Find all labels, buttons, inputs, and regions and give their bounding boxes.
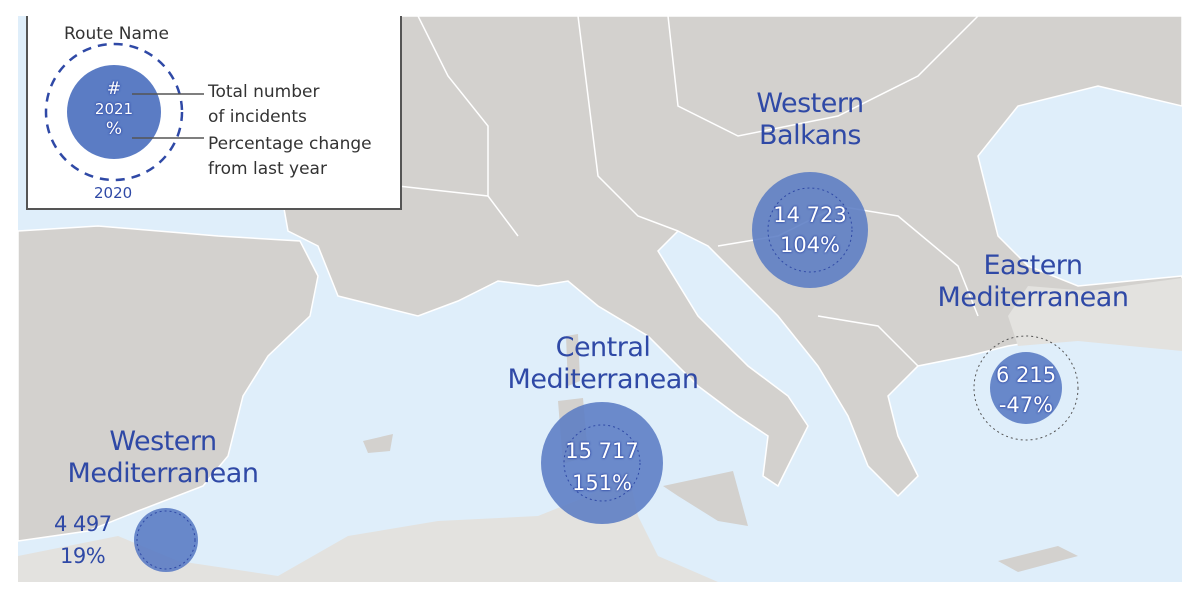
route-change-eastern-mediterranean: -47%	[998, 393, 1054, 417]
map-base	[18, 16, 1182, 582]
land-corsica	[566, 334, 580, 386]
route-count-western-mediterranean: 4 497	[54, 512, 112, 536]
bubble-eastern-mediterranean[interactable]	[973, 335, 1079, 441]
route-name-eastern-mediterranean: Eastern Mediterranean	[937, 250, 1129, 313]
legend-count-symbol: #	[106, 79, 122, 99]
route-change-central-mediterranean: 151%	[571, 471, 633, 495]
land-sicily	[663, 471, 748, 526]
legend-2021-circle	[67, 65, 161, 159]
legend-year-2021: 2021	[94, 100, 134, 118]
land-europe	[247, 16, 1182, 498]
legend-pct-symbol: %	[105, 119, 123, 139]
route-name-western-mediterranean: Western Mediterranean	[67, 426, 259, 489]
legend-title: Route Name	[64, 24, 169, 44]
legend-graphic	[44, 42, 204, 182]
route-change-western-mediterranean: 19%	[60, 544, 106, 568]
route-count-central-mediterranean: 15 717	[565, 439, 639, 463]
legend-total-label: Total number of incidents	[208, 82, 320, 127]
legend-pct-label: Percentage change from last year	[208, 134, 372, 179]
map: Western Balkans 14 723 104% Central Medi…	[18, 16, 1182, 582]
legend-year-2020: 2020	[94, 184, 133, 202]
land-turkey	[1008, 278, 1182, 351]
legend-2020-circle	[44, 42, 184, 182]
land-balearic	[363, 434, 393, 453]
bubble-central-mediterranean[interactable]	[541, 402, 663, 524]
route-change-western-balkans: 104%	[779, 233, 841, 257]
legend: Route Name # 2021 % 2020 Total number of…	[26, 16, 402, 210]
land-north-africa	[18, 471, 718, 582]
black-sea	[1008, 106, 1178, 271]
route-count-western-balkans: 14 723	[773, 203, 847, 227]
route-name-western-balkans: Western Balkans	[756, 88, 864, 151]
land-iberia	[18, 225, 319, 542]
bubble-western-mediterranean[interactable]	[134, 508, 198, 572]
land-crete	[998, 546, 1078, 572]
route-name-central-mediterranean: Central Mediterranean	[507, 332, 699, 395]
route-count-eastern-mediterranean: 6 215	[995, 363, 1057, 387]
bubble-western-balkans[interactable]	[752, 172, 868, 288]
